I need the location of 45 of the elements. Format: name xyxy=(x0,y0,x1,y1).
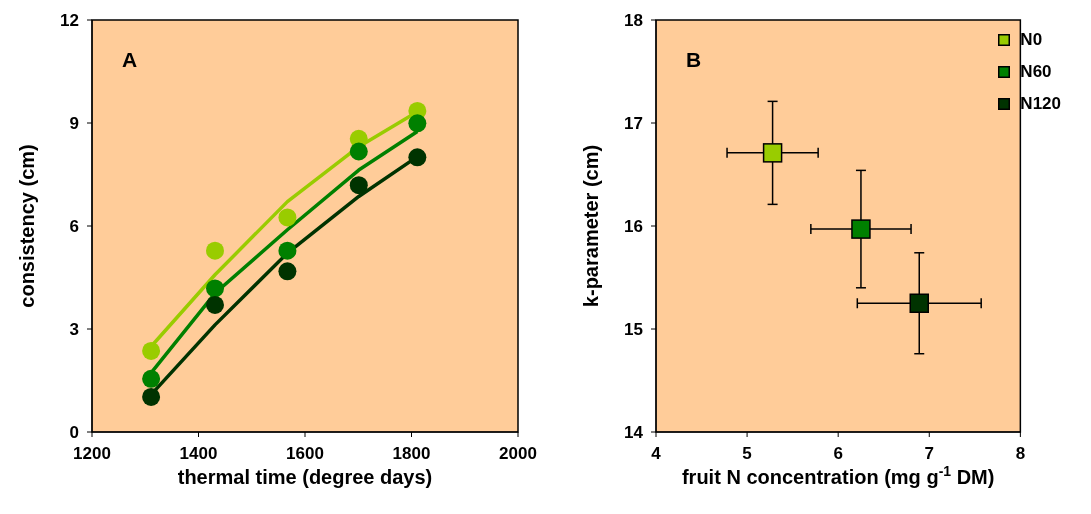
legend-label: N0 xyxy=(1020,30,1043,50)
point xyxy=(408,148,427,167)
point xyxy=(851,219,871,239)
point xyxy=(142,387,161,406)
x-tick-label: 5 xyxy=(742,444,752,464)
point xyxy=(142,369,161,388)
x-tick-label: 4 xyxy=(651,444,662,464)
x-tick-label: 1200 xyxy=(73,444,111,464)
point xyxy=(278,241,297,260)
x-tick-label: 1400 xyxy=(179,444,218,464)
x-tick-label: 1800 xyxy=(392,444,431,464)
legend-label: N120 xyxy=(1020,94,1061,114)
y-tick-label: 15 xyxy=(624,320,643,340)
y-tick-label: 3 xyxy=(69,320,79,340)
point xyxy=(278,262,297,281)
point xyxy=(206,241,225,260)
point xyxy=(142,341,161,360)
x-axis-title: fruit N concentration (mg g$^{-1}$ DM) xyxy=(681,463,995,488)
y-tick-label: 12 xyxy=(60,11,79,31)
point xyxy=(206,295,225,314)
point xyxy=(278,208,297,227)
x-tick-label: 8 xyxy=(1015,444,1026,464)
y-tick-label: 17 xyxy=(624,114,643,134)
text: B xyxy=(686,48,702,72)
y-tick-label: 6 xyxy=(69,217,79,237)
y-axis-title: consistency (cm) xyxy=(16,144,38,308)
x-tick-label: 1600 xyxy=(286,444,324,464)
x-axis-title: thermal time (degree days) xyxy=(177,466,433,488)
x-tick-label: 2000 xyxy=(499,444,537,464)
y-tick-label: 18 xyxy=(624,11,643,31)
x-tick-label: 7 xyxy=(924,444,934,464)
y-tick-label: 16 xyxy=(624,217,643,237)
point xyxy=(408,114,427,133)
point xyxy=(762,143,783,163)
text: A xyxy=(122,48,138,72)
x-tick-label: 6 xyxy=(833,444,843,464)
legend-label: N60 xyxy=(1020,62,1052,82)
point xyxy=(909,293,929,313)
point xyxy=(349,176,368,195)
point xyxy=(206,279,225,298)
y-tick-label: 9 xyxy=(69,114,79,134)
y-tick-label: 0 xyxy=(69,423,79,443)
point xyxy=(349,142,368,161)
y-axis-title: k-parameter (cm) xyxy=(580,144,602,308)
y-tick-label: 14 xyxy=(624,423,644,443)
